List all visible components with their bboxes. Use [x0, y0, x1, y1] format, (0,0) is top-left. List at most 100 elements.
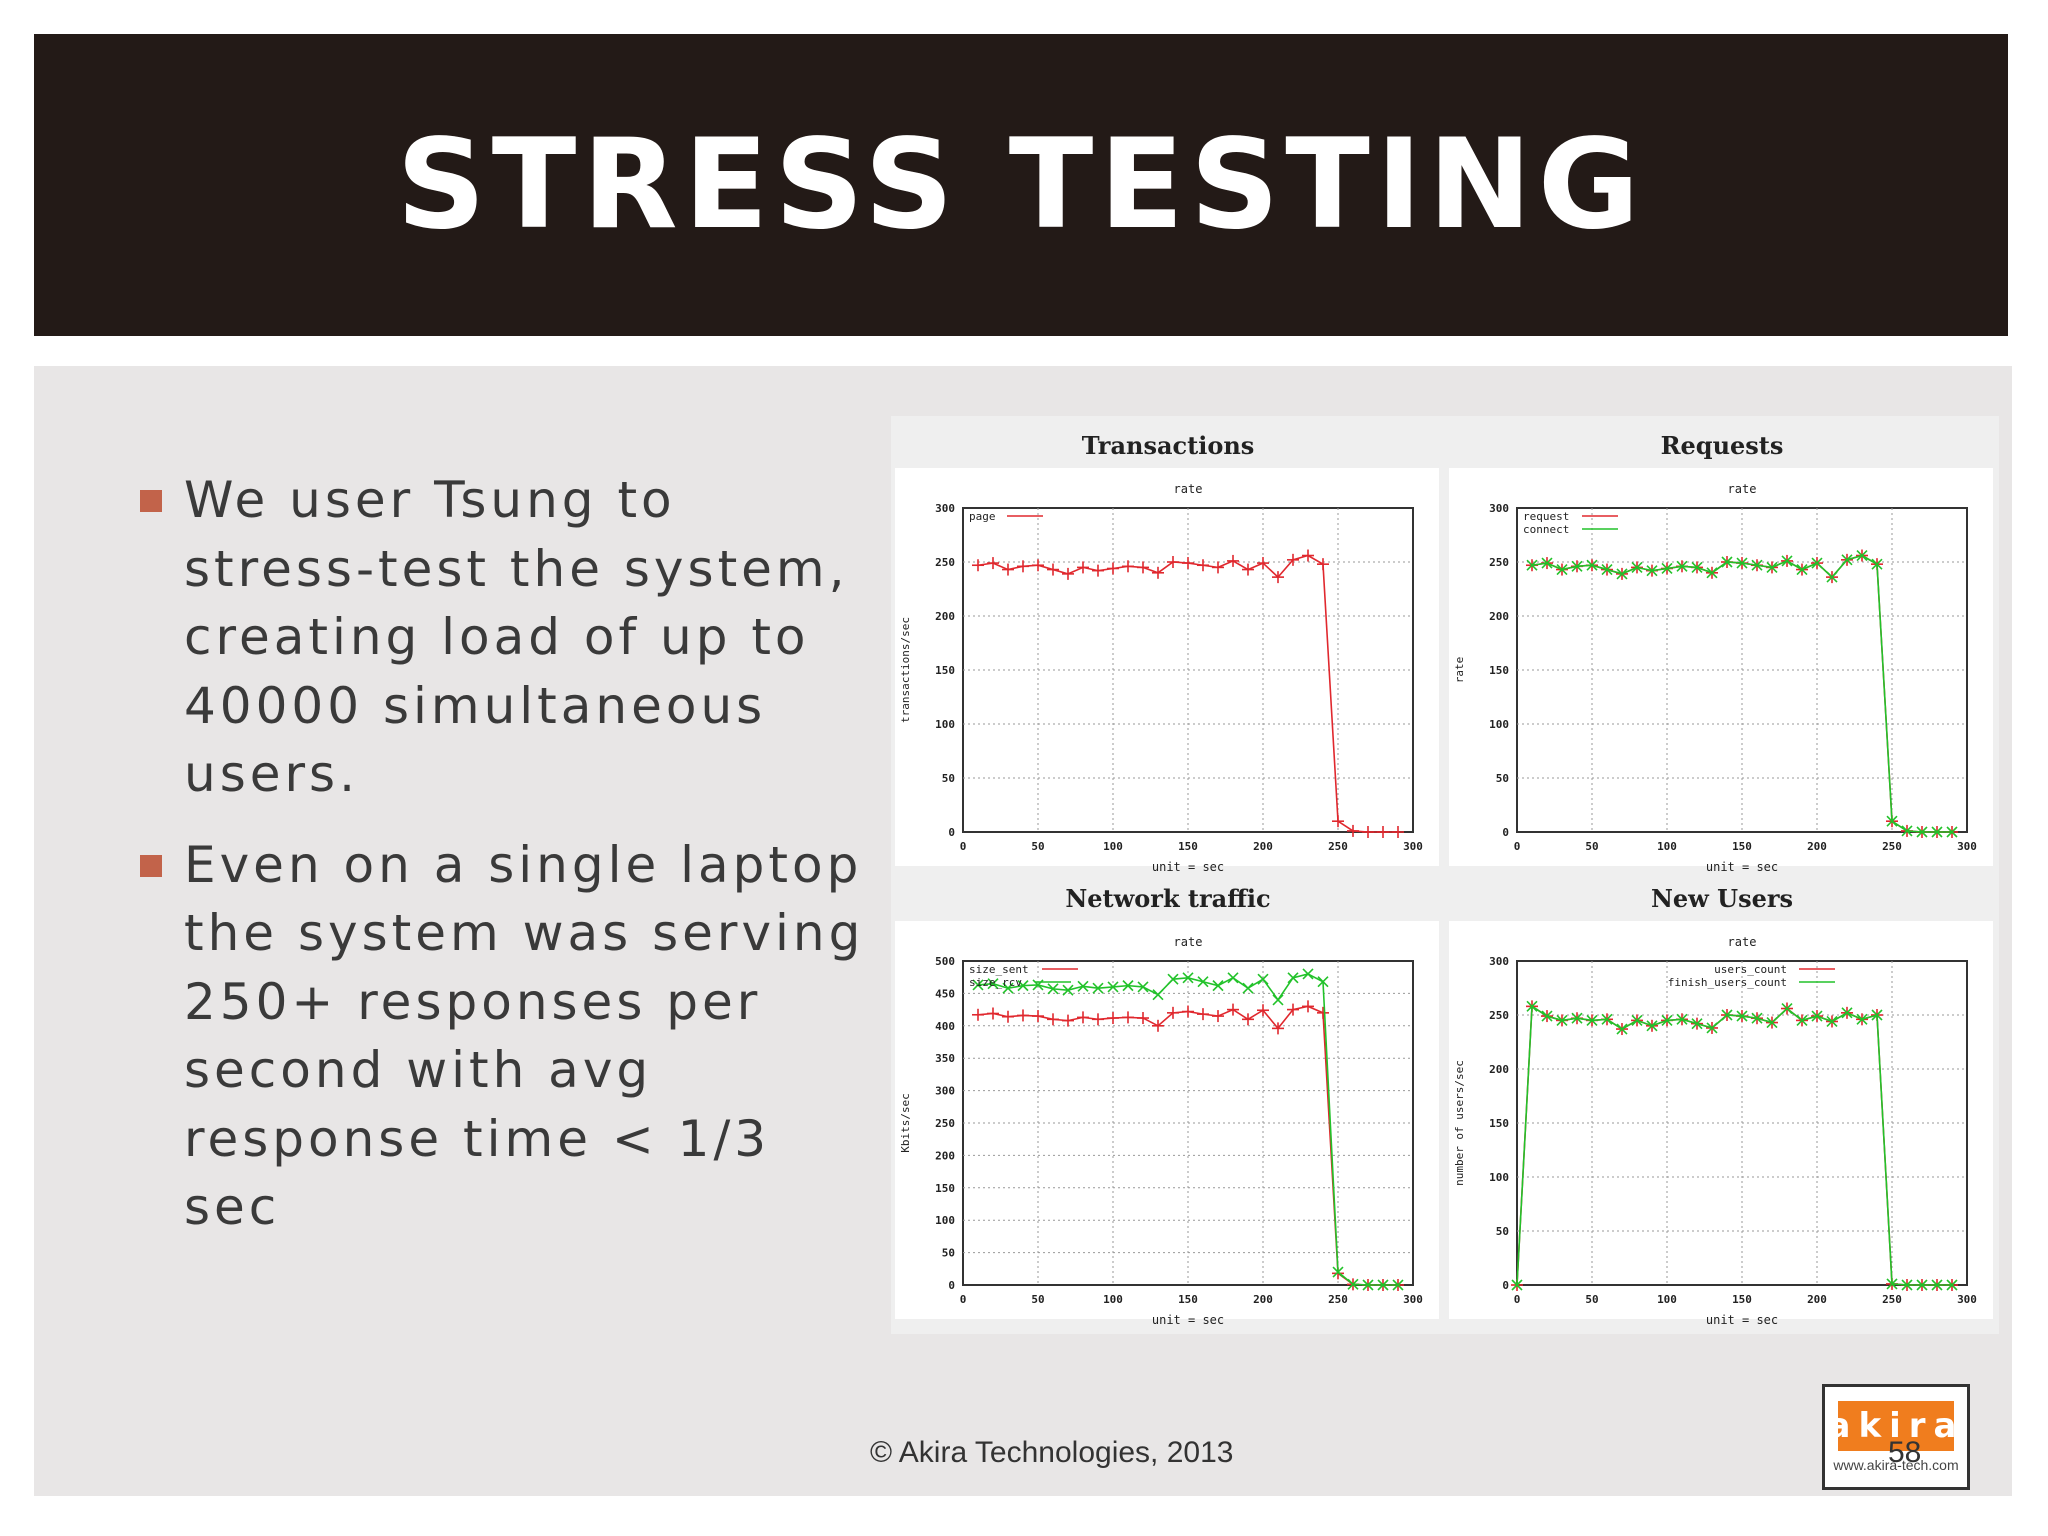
bullet-list: We user Tsung to stress-test the system,…: [104, 466, 884, 1264]
y-axis-label: transactions/sec: [899, 617, 912, 723]
akira-logo: akira www.akira-tech.com: [1822, 1384, 1970, 1490]
y-axis-label: rate: [1453, 657, 1466, 684]
point-mark: [1616, 568, 1628, 580]
point-mark: [1601, 1013, 1613, 1025]
data-point: [1377, 826, 1389, 838]
y-tick-label: 200: [935, 1149, 955, 1162]
x-tick-label: 150: [1178, 840, 1198, 853]
x-tick-label: 50: [1031, 1293, 1044, 1306]
data-point: [1062, 567, 1074, 580]
point-mark: [1901, 825, 1913, 837]
x-tick-label: 0: [1514, 1293, 1521, 1306]
data-point: [1242, 1013, 1254, 1026]
data-point: [1092, 982, 1104, 994]
data-point: [1571, 1012, 1583, 1024]
point-mark: [1661, 562, 1673, 575]
data-point: [1167, 556, 1179, 568]
point-mark: [1541, 1010, 1553, 1022]
chart-card: [895, 468, 1439, 866]
point-mark: [1586, 559, 1598, 571]
data-point: [1317, 1006, 1329, 1019]
data-point: [1152, 566, 1164, 579]
data-point: [1062, 984, 1074, 996]
data-point: [1931, 826, 1943, 838]
logo-badge: akira: [1828, 1401, 1956, 1451]
y-tick-label: 150: [935, 664, 955, 677]
series-line-finish_users_count: [1516, 1004, 1952, 1286]
bullet-item: We user Tsung to stress-test the system,…: [104, 466, 884, 809]
data-point: [1197, 976, 1209, 988]
y-tick-label: 0: [1502, 826, 1509, 839]
chart-3: Network traffic rate 0 50 100 150 200 250 300 350…: [895, 884, 1439, 1327]
point-mark: [972, 979, 984, 991]
data-point: [1871, 558, 1883, 570]
legend-label: page: [969, 510, 996, 523]
point-mark: [1107, 981, 1119, 993]
data-point: [1017, 1009, 1029, 1022]
data-point: [1931, 1279, 1943, 1291]
data-point: [1646, 565, 1658, 577]
data-point: [1002, 982, 1014, 994]
x-tick-label: 100: [1657, 1293, 1677, 1306]
data-point: [1556, 1014, 1568, 1026]
point-mark: [1871, 1009, 1883, 1021]
y-tick-label: 450: [935, 987, 955, 1000]
point-mark: [1811, 557, 1823, 569]
y-tick-label: 50: [1496, 1225, 1509, 1238]
point-mark: [1616, 1023, 1628, 1035]
data-point: [1212, 561, 1224, 574]
data-point: [1811, 557, 1823, 569]
data-point: [1871, 1009, 1883, 1021]
y-tick-label: 400: [935, 1020, 955, 1033]
x-tick-label: 200: [1253, 1293, 1273, 1306]
data-point: [1646, 1020, 1658, 1032]
point-mark: [1377, 1279, 1389, 1291]
point-mark: [1871, 558, 1883, 570]
data-point: [1182, 557, 1194, 570]
y-tick-label: 0: [1502, 1279, 1509, 1292]
point-mark: [1526, 559, 1538, 571]
y-tick-label: 150: [1489, 664, 1509, 677]
chart-subtitle: rate: [1728, 482, 1757, 496]
data-point: [1152, 1019, 1164, 1032]
data-point: [1901, 1279, 1913, 1291]
point-mark: [1766, 561, 1778, 573]
x-tick-label: 0: [960, 1293, 967, 1306]
data-point: [1227, 554, 1239, 567]
chart-1: Transactions rate 0 50 100 150 200 250 300 0 50 100…: [895, 431, 1439, 874]
y-tick-label: 250: [935, 1117, 955, 1130]
page-number: 58: [1888, 1436, 1922, 1469]
x-tick-label: 300: [1957, 1293, 1977, 1306]
point-mark: [1062, 984, 1074, 996]
data-point: [1122, 980, 1134, 992]
chart-2: Requests rate 0 50 100 150 200 250 300 0 50 100 150 2…: [1449, 431, 1993, 874]
data-point: [1227, 972, 1239, 984]
point-mark: [1122, 980, 1134, 992]
data-point: [1751, 559, 1763, 571]
data-point: [1002, 563, 1014, 576]
data-point: [1916, 826, 1928, 838]
data-point: [1242, 563, 1254, 576]
point-mark: [1841, 554, 1853, 566]
data-point: [1167, 973, 1179, 985]
point-mark: [1167, 973, 1179, 985]
y-tick-label: 500: [935, 955, 955, 968]
point-mark: [1691, 1018, 1703, 1030]
point-mark: [1856, 549, 1868, 562]
point-mark: [1511, 1279, 1523, 1291]
data-point: [1721, 1009, 1733, 1021]
point-mark: [1706, 567, 1718, 579]
footer-copyright: © Akira Technologies, 2013: [870, 1436, 1234, 1469]
x-tick-label: 50: [1585, 840, 1598, 853]
point-mark: [1706, 1022, 1718, 1034]
data-point: [1946, 1279, 1958, 1291]
point-mark: [1556, 1014, 1568, 1026]
data-point: [1766, 1016, 1778, 1029]
data-point: [1796, 1014, 1808, 1026]
data-point: [1691, 561, 1703, 573]
data-point: [1077, 561, 1089, 574]
point-mark: [1077, 980, 1089, 992]
x-axis-label: unit = sec: [1152, 1313, 1224, 1327]
x-tick-label: 0: [1514, 840, 1521, 853]
data-point: [1227, 1003, 1239, 1016]
